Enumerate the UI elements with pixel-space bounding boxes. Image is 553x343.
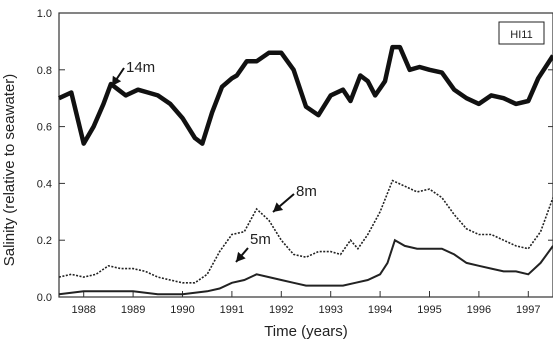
x-tick-label: 1993 — [318, 304, 342, 316]
y-tick-label: 1.0 — [37, 8, 52, 20]
x-tick-label: 1997 — [516, 304, 540, 316]
annotation-label-8m: 8m — [296, 183, 317, 200]
y-tick-label: 0.8 — [37, 65, 52, 77]
x-tick-label: 1990 — [170, 304, 194, 316]
x-tick-label: 1994 — [368, 304, 392, 316]
x-tick-label: 1996 — [467, 304, 491, 316]
panel-label: HI11 — [510, 29, 532, 41]
panel-label-box: HI11 — [498, 21, 545, 45]
annotation-layer: 14m 8m 5m — [111, 59, 317, 263]
series-line-8m — [58, 179, 553, 284]
annotation-arrowhead-14m — [112, 75, 122, 86]
series-line-14m — [58, 44, 553, 146]
x-tick-label: 1991 — [220, 304, 244, 316]
y-tick-label: 0.0 — [37, 292, 52, 304]
y-tick-label: 0.4 — [37, 178, 52, 190]
x-tick-label: 1992 — [269, 304, 293, 316]
series-layer — [58, 44, 553, 296]
x-axis-ticks: 1988 1989 1990 1991 1992 1993 1994 1995 1996 1997 — [71, 291, 541, 316]
series-line-5m — [58, 238, 553, 296]
x-tick-label: 1989 — [121, 304, 145, 316]
plot-frame — [58, 12, 553, 298]
annotation-label-14m: 14m — [126, 59, 155, 76]
y-tick-label: 0.6 — [37, 122, 52, 134]
annotation-arrowhead-5m — [236, 251, 246, 262]
x-tick-label: 1988 — [71, 304, 95, 316]
x-tick-label: 1995 — [417, 304, 441, 316]
plot-border — [58, 12, 553, 298]
y-axis-label: Salinity (relative to seawater) — [1, 74, 18, 267]
annotation-arrowhead-8m — [273, 202, 284, 212]
x-axis-label: Time (years) — [264, 323, 348, 340]
annotation-label-5m: 5m — [250, 231, 271, 248]
y-axis-ticks: 0.0 0.2 0.4 0.6 0.8 1.0 — [37, 8, 553, 304]
y-tick-label: 0.2 — [37, 235, 52, 247]
